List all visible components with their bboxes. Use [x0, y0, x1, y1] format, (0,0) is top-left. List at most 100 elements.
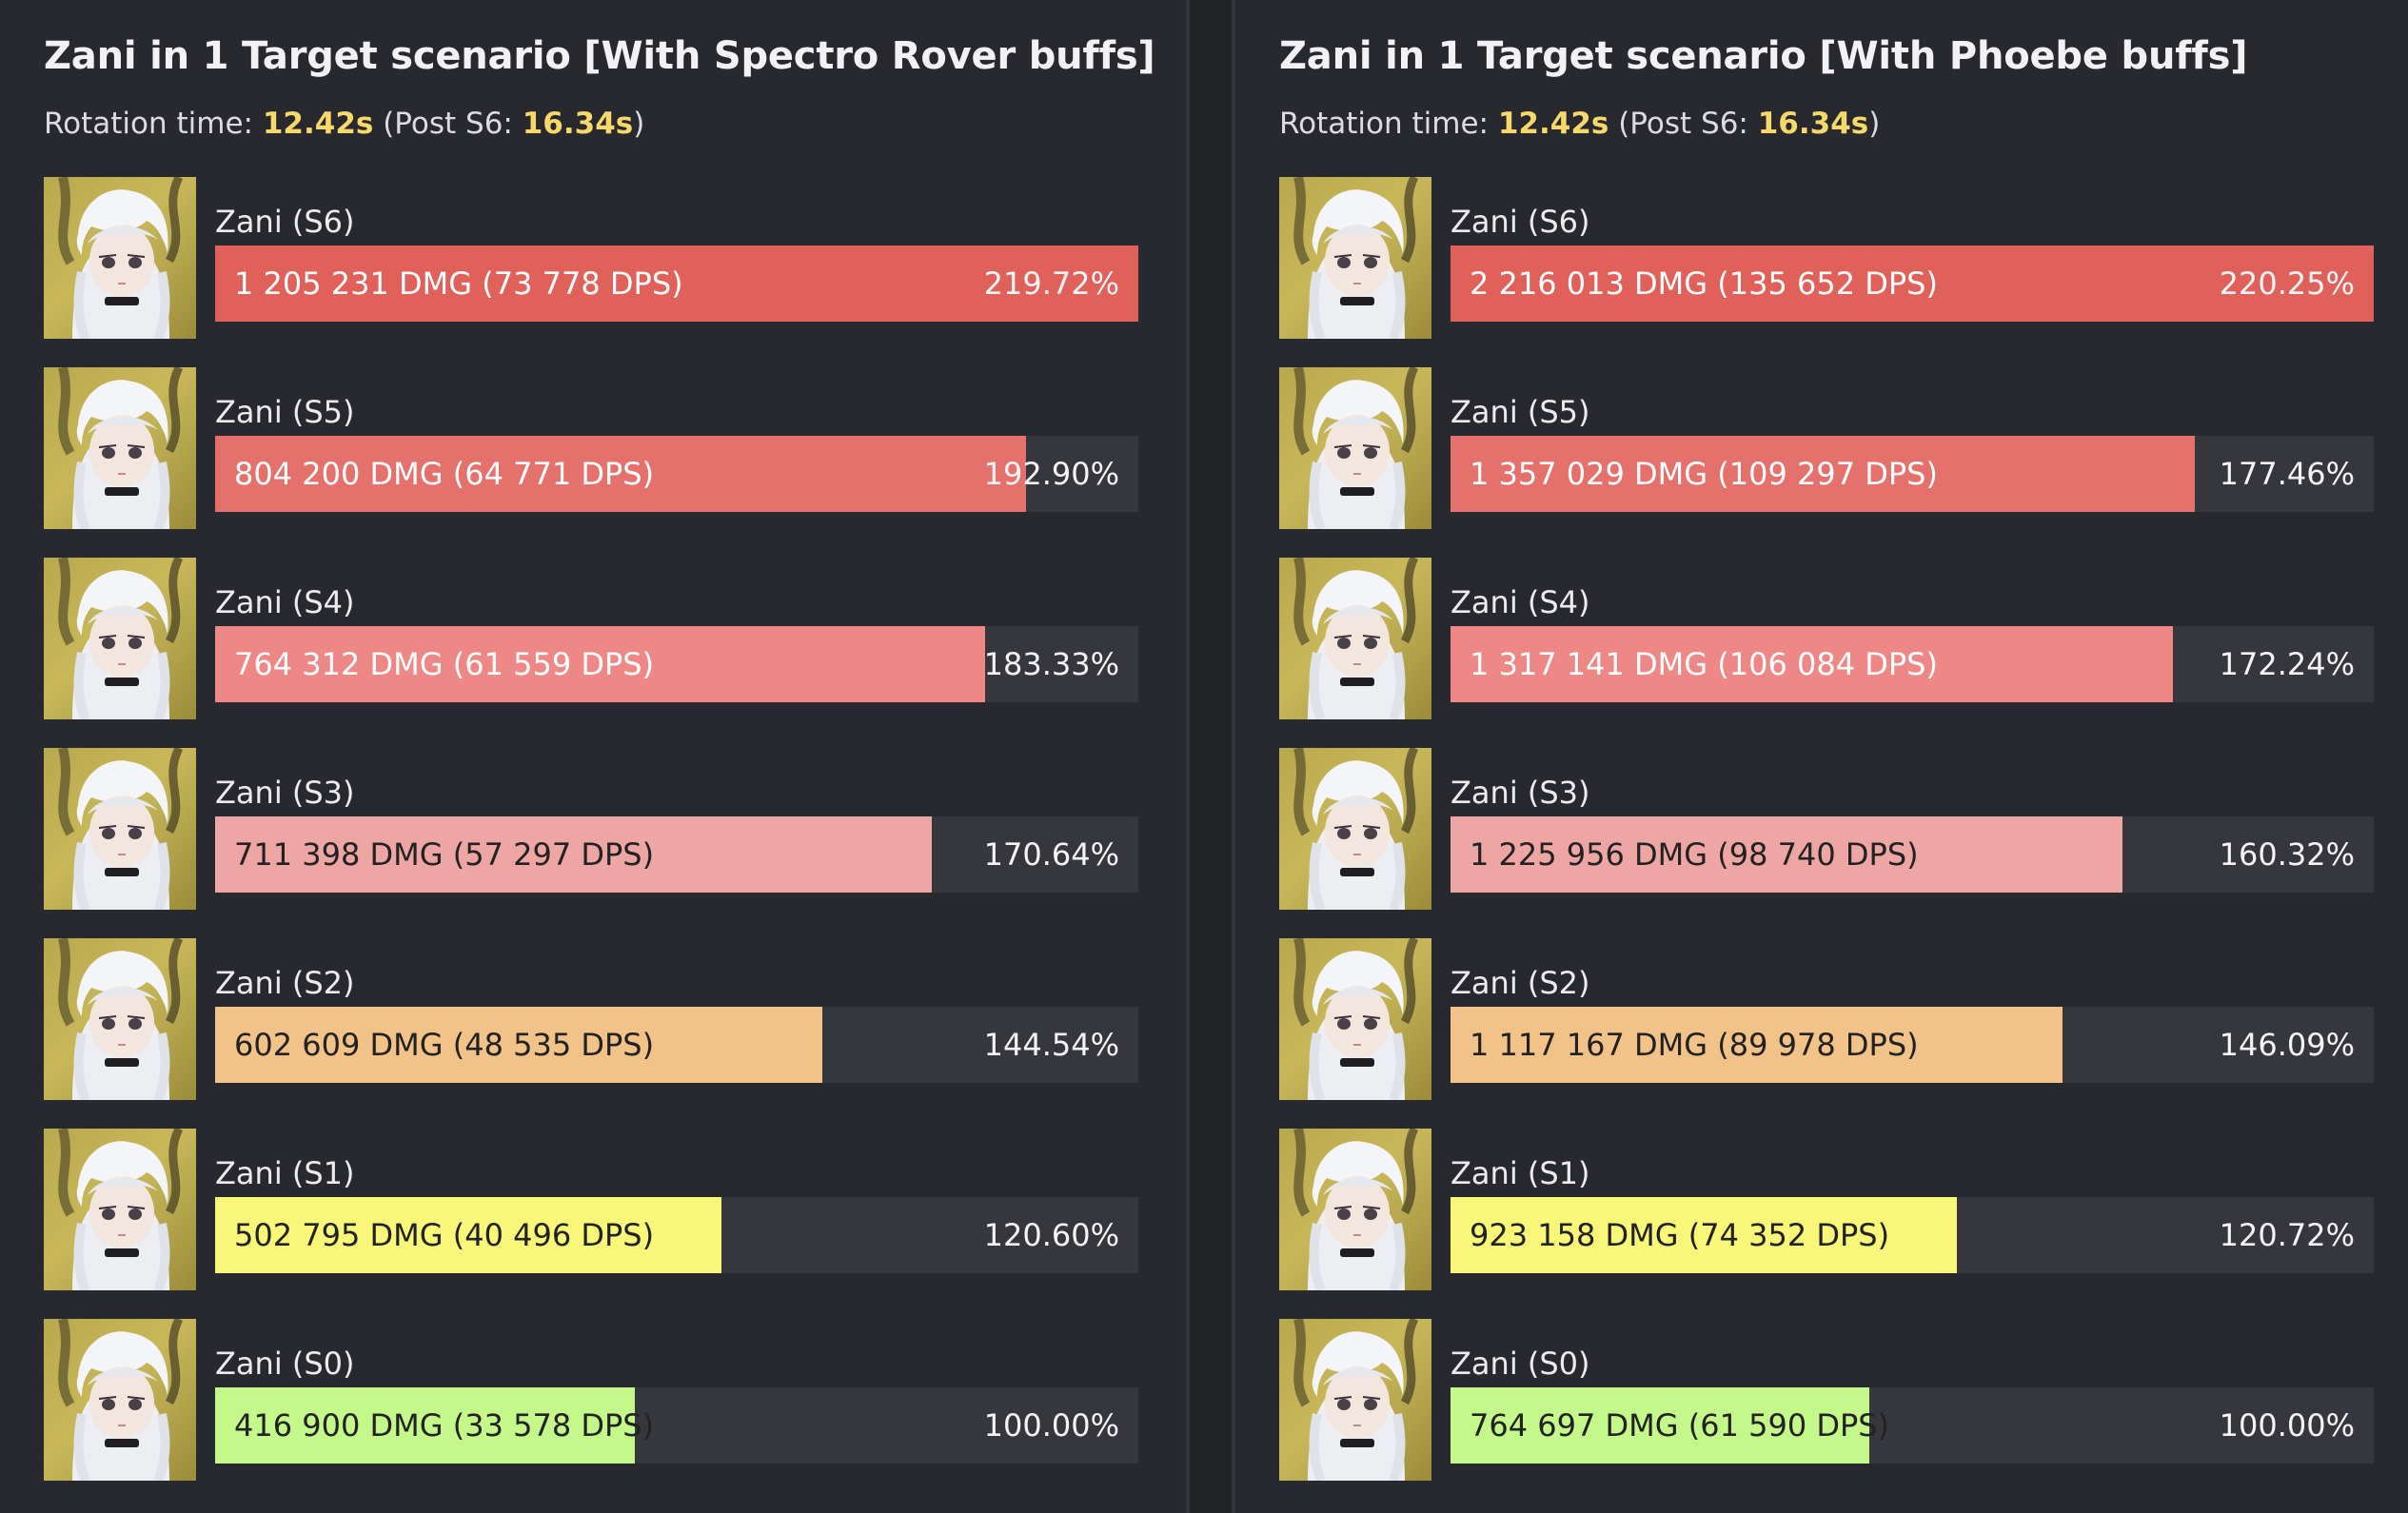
- bar-row-zani-s5: Zani (S5) 804 200 DMG (64 771 DPS) 192.90%: [44, 367, 1138, 529]
- bar-track: 711 398 DMG (57 297 DPS) 170.64%: [215, 816, 1138, 893]
- bar-track: 1 205 231 DMG (73 778 DPS) 219.72%: [215, 246, 1138, 322]
- bar-zani-s2: [215, 1007, 822, 1083]
- bar-row-zani-s3: Zani (S3) 711 398 DMG (57 297 DPS) 170.64%: [44, 748, 1138, 910]
- chart-panel-spectro-rover: Zani in 1 Target scenario [With Spectro …: [0, 0, 1186, 1513]
- rotation-time-suffix: ): [1868, 107, 1881, 141]
- bar-zani-s5: [1451, 436, 2195, 512]
- post-s6-time-value: 16.34s: [1757, 107, 1869, 141]
- bar-category-label: Zani (S1): [215, 1155, 355, 1191]
- bar-row-zani-s6: Zani (S6) 2 216 013 DMG (135 652 DPS) 220.…: [1279, 177, 2374, 339]
- chart-panel-phoebe: Zani in 1 Target scenario [With Phoebe b…: [1235, 0, 2408, 1513]
- rotation-time-prefix: Rotation time:: [44, 107, 263, 141]
- bar-row-zani-s2: Zani (S2) 1 117 167 DMG (89 978 DPS) 146.0…: [1279, 938, 2374, 1100]
- bar-damage-label: 804 200 DMG (64 771 DPS): [234, 456, 655, 492]
- bar-percent-label: 120.72%: [2219, 1217, 2355, 1253]
- bar-row-zani-s5: Zani (S5) 1 357 029 DMG (109 297 DPS) 177.…: [1279, 367, 2374, 529]
- zani-portrait-icon: [44, 367, 196, 529]
- bar-row-zani-s0: Zani (S0) 416 900 DMG (33 578 DPS) 100.00%: [44, 1319, 1138, 1481]
- bar-category-label: Zani (S0): [215, 1346, 355, 1382]
- chart-title: Zani in 1 Target scenario [With Phoebe b…: [1279, 34, 2248, 78]
- bar-category-label: Zani (S4): [215, 584, 355, 620]
- bar-row-zani-s3: Zani (S3) 1 225 956 DMG (98 740 DPS) 160.3…: [1279, 748, 2374, 910]
- bar-zani-s1: [1451, 1197, 1957, 1273]
- bar-percent-label: 192.90%: [983, 456, 1119, 492]
- bar-damage-label: 1 317 141 DMG (106 084 DPS): [1470, 646, 1938, 682]
- bar-damage-label: 923 158 DMG (74 352 DPS): [1470, 1217, 1890, 1253]
- bar-track: 416 900 DMG (33 578 DPS) 100.00%: [215, 1387, 1138, 1464]
- bar-damage-label: 1 117 167 DMG (89 978 DPS): [1470, 1027, 1919, 1063]
- bar-damage-label: 764 312 DMG (61 559 DPS): [234, 646, 655, 682]
- bar-damage-label: 502 795 DMG (40 496 DPS): [234, 1217, 655, 1253]
- zani-portrait-icon: [44, 1319, 196, 1481]
- bar-category-label: Zani (S3): [215, 775, 355, 811]
- bar-damage-label: 764 697 DMG (61 590 DPS): [1470, 1407, 1890, 1444]
- bar-percent-label: 160.32%: [2219, 836, 2355, 873]
- zani-portrait-icon: [44, 558, 196, 719]
- zani-portrait-icon: [1279, 1129, 1431, 1290]
- bar-category-label: Zani (S2): [215, 965, 355, 1001]
- bar-category-label: Zani (S3): [1451, 775, 1590, 811]
- post-s6-time-value: 16.34s: [522, 107, 634, 141]
- zani-portrait-icon: [44, 938, 196, 1100]
- bar-percent-label: 170.64%: [983, 836, 1119, 873]
- bar-category-label: Zani (S6): [215, 204, 355, 240]
- bar-row-zani-s1: Zani (S1) 502 795 DMG (40 496 DPS) 120.60%: [44, 1129, 1138, 1290]
- bar-row-zani-s2: Zani (S2) 602 609 DMG (48 535 DPS) 144.54%: [44, 938, 1138, 1100]
- zani-portrait-icon: [44, 177, 196, 339]
- bar-damage-label: 2 216 013 DMG (135 652 DPS): [1470, 265, 1938, 302]
- bar-percent-label: 100.00%: [2219, 1407, 2355, 1444]
- bar-damage-label: 1 205 231 DMG (73 778 DPS): [234, 265, 683, 302]
- bar-damage-label: 416 900 DMG (33 578 DPS): [234, 1407, 655, 1444]
- rotation-time-value: 12.42s: [262, 107, 374, 141]
- rotation-time-text: Rotation time: 12.42s (Post S6: 16.34s): [1279, 107, 1880, 141]
- rotation-time-value: 12.42s: [1497, 107, 1609, 141]
- bar-damage-label: 711 398 DMG (57 297 DPS): [234, 836, 655, 873]
- bar-percent-label: 146.09%: [2219, 1027, 2355, 1063]
- bar-row-zani-s6: Zani (S6) 1 205 231 DMG (73 778 DPS) 219.7…: [44, 177, 1138, 339]
- bar-zani-s0: [1451, 1387, 1869, 1464]
- zani-portrait-icon: [44, 748, 196, 910]
- chart-title: Zani in 1 Target scenario [With Spectro …: [44, 34, 1155, 78]
- bar-zani-s3: [1451, 816, 2122, 893]
- bar-damage-label: 1 225 956 DMG (98 740 DPS): [1470, 836, 1919, 873]
- bar-percent-label: 172.24%: [2219, 646, 2355, 682]
- zani-portrait-icon: [44, 1129, 196, 1290]
- bar-percent-label: 144.54%: [983, 1027, 1119, 1063]
- zani-portrait-icon: [1279, 938, 1431, 1100]
- panel-divider: [1186, 0, 1235, 1513]
- bar-zani-s2: [1451, 1007, 2063, 1083]
- bar-percent-label: 219.72%: [983, 265, 1119, 302]
- bar-track: 1 317 141 DMG (106 084 DPS) 172.24%: [1451, 626, 2374, 702]
- bar-percent-label: 100.00%: [983, 1407, 1119, 1444]
- zani-portrait-icon: [1279, 177, 1431, 339]
- bar-category-label: Zani (S5): [215, 394, 355, 430]
- bar-damage-label: 602 609 DMG (48 535 DPS): [234, 1027, 655, 1063]
- bar-row-zani-s4: Zani (S4) 764 312 DMG (61 559 DPS) 183.33%: [44, 558, 1138, 719]
- post-s6-prefix: (Post S6:: [373, 107, 523, 141]
- bar-track: 804 200 DMG (64 771 DPS) 192.90%: [215, 436, 1138, 512]
- zani-portrait-icon: [1279, 367, 1431, 529]
- bar-category-label: Zani (S1): [1451, 1155, 1590, 1191]
- bar-percent-label: 183.33%: [983, 646, 1119, 682]
- bar-track: 1 117 167 DMG (89 978 DPS) 146.09%: [1451, 1007, 2374, 1083]
- bar-row-zani-s1: Zani (S1) 923 158 DMG (74 352 DPS) 120.72%: [1279, 1129, 2374, 1290]
- bar-zani-s4: [215, 626, 985, 702]
- bar-category-label: Zani (S0): [1451, 1346, 1590, 1382]
- bar-category-label: Zani (S4): [1451, 584, 1590, 620]
- zani-portrait-icon: [1279, 1319, 1431, 1481]
- bar-zani-s1: [215, 1197, 721, 1273]
- bar-percent-label: 220.25%: [2219, 265, 2355, 302]
- rotation-time-suffix: ): [633, 107, 645, 141]
- bar-zani-s3: [215, 816, 932, 893]
- bar-track: 2 216 013 DMG (135 652 DPS) 220.25%: [1451, 246, 2374, 322]
- rotation-time-prefix: Rotation time:: [1279, 107, 1498, 141]
- zani-portrait-icon: [1279, 558, 1431, 719]
- bar-row-zani-s4: Zani (S4) 1 317 141 DMG (106 084 DPS) 172.…: [1279, 558, 2374, 719]
- bar-zani-s0: [215, 1387, 635, 1464]
- bar-row-zani-s0: Zani (S0) 764 697 DMG (61 590 DPS) 100.00%: [1279, 1319, 2374, 1481]
- post-s6-prefix: (Post S6:: [1609, 107, 1758, 141]
- bar-track: 602 609 DMG (48 535 DPS) 144.54%: [215, 1007, 1138, 1083]
- bar-percent-label: 177.46%: [2219, 456, 2355, 492]
- bar-damage-label: 1 357 029 DMG (109 297 DPS): [1470, 456, 1938, 492]
- bar-zani-s4: [1451, 626, 2173, 702]
